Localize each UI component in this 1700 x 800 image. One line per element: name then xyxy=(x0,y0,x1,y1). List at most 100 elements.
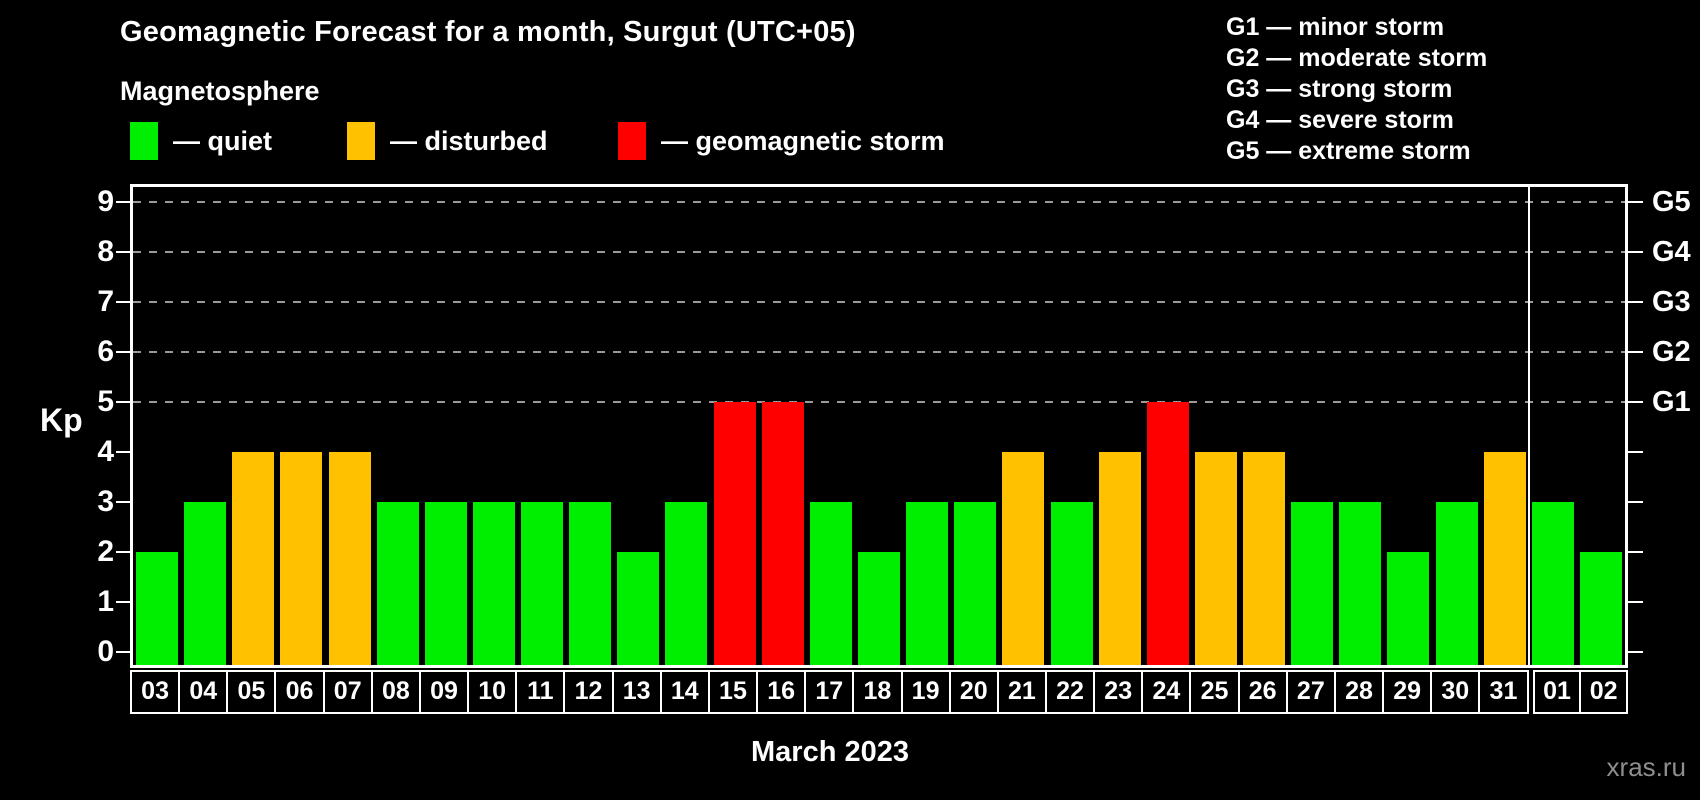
bar-day-30 xyxy=(1435,502,1478,665)
date-label-11: 11 xyxy=(515,670,566,714)
date-label-15: 15 xyxy=(707,670,759,714)
bar-day-05 xyxy=(232,452,275,665)
page-title: Geomagnetic Forecast for a month, Surgut… xyxy=(120,16,856,48)
g-tick-label-g1: G1 xyxy=(1652,386,1691,418)
gridline-kp6 xyxy=(133,351,1625,353)
left-tick-kp7 xyxy=(116,301,130,303)
bar-day-03 xyxy=(136,552,179,665)
left-tick-kp0 xyxy=(116,651,130,653)
date-label-09: 09 xyxy=(418,670,470,714)
g3-legend-line: G3 — strong storm xyxy=(1226,75,1453,103)
magnetosphere-label: Magnetosphere xyxy=(120,76,320,106)
bar-day-08 xyxy=(376,502,419,665)
g-tick-label-g4: G4 xyxy=(1652,236,1691,268)
gridline-kp7 xyxy=(133,301,1625,303)
date-label-02: 02 xyxy=(1579,670,1628,714)
date-label-24: 24 xyxy=(1141,670,1192,714)
legend-item-disturbed: — disturbed xyxy=(347,120,548,162)
g5-legend-line: G5 — extreme storm xyxy=(1226,137,1471,165)
g2-legend-line: G2 — moderate storm xyxy=(1226,44,1488,72)
storm-color-swatch xyxy=(618,122,646,160)
bar-day-10 xyxy=(472,502,515,665)
date-label-10: 10 xyxy=(467,670,518,714)
date-label-20: 20 xyxy=(948,670,999,714)
date-label-04: 04 xyxy=(178,670,229,714)
kp-tick-label-1: 1 xyxy=(97,585,114,618)
bar-day-14 xyxy=(665,502,708,665)
date-label-17: 17 xyxy=(804,670,855,714)
right-tick-kp2 xyxy=(1628,551,1643,553)
bar-day-31 xyxy=(1483,452,1526,665)
bar-day-09 xyxy=(424,502,467,665)
left-tick-kp3 xyxy=(116,501,130,503)
g-tick-label-g2: G2 xyxy=(1652,336,1691,368)
date-label-08: 08 xyxy=(370,670,421,714)
left-tick-kp4 xyxy=(116,451,130,453)
date-label-27: 27 xyxy=(1285,670,1336,714)
bar-day-01 xyxy=(1531,502,1574,665)
date-label-12: 12 xyxy=(563,670,614,714)
right-tick-kp6 xyxy=(1628,351,1643,353)
date-label-28: 28 xyxy=(1333,670,1385,714)
g-scale-legend: G1 — minor storm G2 — moderate storm G3 … xyxy=(1226,12,1487,167)
left-tick-kp6 xyxy=(116,351,130,353)
date-label-14: 14 xyxy=(659,670,710,714)
g1-legend-line: G1 — minor storm xyxy=(1226,13,1445,41)
gridline-kp8 xyxy=(133,251,1625,253)
watermark: xras.ru xyxy=(1606,752,1686,782)
kp-tick-label-4: 4 xyxy=(97,435,114,468)
legend-disturbed-label: — disturbed xyxy=(390,125,548,156)
left-tick-kp8 xyxy=(116,251,130,253)
legend-item-quiet: — quiet xyxy=(130,120,272,162)
bar-day-25 xyxy=(1194,452,1237,665)
kp-tick-label-3: 3 xyxy=(97,485,114,518)
bar-day-18 xyxy=(858,552,900,665)
right-tick-kp3 xyxy=(1628,501,1643,503)
date-label-19: 19 xyxy=(900,670,951,714)
bar-day-13 xyxy=(617,552,660,665)
month-separator-line xyxy=(1527,187,1530,665)
legend-storm-label: — geomagnetic storm xyxy=(661,125,945,156)
right-tick-kp9 xyxy=(1628,201,1643,203)
date-label-29: 29 xyxy=(1382,670,1433,714)
legend-quiet-label: — quiet xyxy=(173,125,272,156)
bar-day-24 xyxy=(1146,402,1189,665)
left-tick-kp9 xyxy=(116,201,130,203)
right-tick-kp0 xyxy=(1628,651,1643,653)
date-label-05: 05 xyxy=(226,670,277,714)
disturbed-color-swatch xyxy=(347,122,375,160)
bar-day-16 xyxy=(761,402,804,665)
kp-tick-label-8: 8 xyxy=(97,235,114,268)
right-tick-kp5 xyxy=(1628,401,1643,403)
quiet-color-swatch xyxy=(130,122,158,160)
kp-tick-label-7: 7 xyxy=(97,285,114,318)
kp-tick-label-2: 2 xyxy=(97,535,114,568)
date-axis: 03 04 05 06 07 08 09 10 11 12 13 14 15 16 17 18 19 20 21 22… xyxy=(130,670,1628,716)
gridline-kp9 xyxy=(133,201,1625,203)
g-tick-label-g3: G3 xyxy=(1652,286,1691,318)
kp-axis-label: Kp xyxy=(40,402,83,438)
legend-item-storm: — geomagnetic storm xyxy=(618,120,945,162)
bar-day-23 xyxy=(1098,452,1141,665)
bar-day-06 xyxy=(280,452,323,665)
bar-day-19 xyxy=(906,502,949,665)
right-tick-kp7 xyxy=(1628,301,1643,303)
month-label: March 2023 xyxy=(751,736,909,768)
date-label-01: 01 xyxy=(1532,670,1582,714)
date-label-25: 25 xyxy=(1189,670,1240,714)
date-label-23: 23 xyxy=(1093,670,1144,714)
date-label-21: 21 xyxy=(996,670,1047,714)
date-label-03: 03 xyxy=(130,670,181,714)
bar-day-15 xyxy=(713,402,756,665)
date-label-13: 13 xyxy=(611,670,662,714)
left-tick-kp2 xyxy=(116,551,130,553)
left-tick-kp1 xyxy=(116,601,130,603)
g4-legend-line: G4 — severe storm xyxy=(1226,106,1454,134)
date-label-16: 16 xyxy=(756,670,807,714)
gridline-kp5 xyxy=(133,401,1625,403)
date-label-06: 06 xyxy=(274,670,325,714)
left-tick-kp5 xyxy=(116,401,130,403)
date-label-07: 07 xyxy=(322,670,373,714)
date-label-31: 31 xyxy=(1478,670,1529,714)
bar-day-28 xyxy=(1339,502,1382,665)
